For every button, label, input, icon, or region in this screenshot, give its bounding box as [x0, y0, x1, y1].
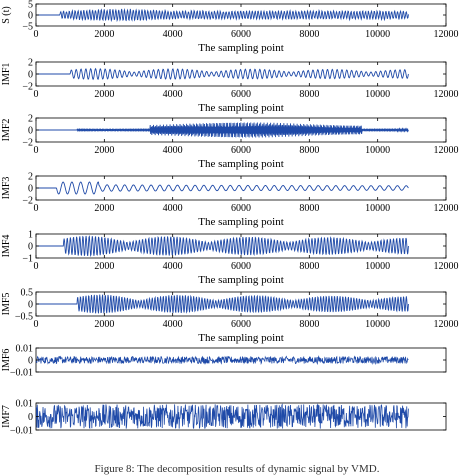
y-tick-label: 0.5 — [21, 288, 34, 299]
series-line — [36, 181, 409, 195]
y-tick-label: −5 — [22, 22, 33, 33]
y-tick-label: −0.01 — [10, 426, 33, 437]
x-tick-label: 10000 — [365, 261, 390, 272]
series-line — [35, 355, 409, 366]
x-tick-label: 10000 — [365, 203, 390, 214]
x-tick-label: 4000 — [163, 203, 183, 214]
x-tick-label: 10000 — [365, 29, 390, 40]
y-tick-label: 2 — [28, 114, 33, 125]
series-line — [36, 294, 409, 314]
y-tick-label: 0 — [28, 70, 33, 81]
y-tick-label: −2 — [22, 82, 33, 93]
y-tick-label: 0.01 — [16, 399, 34, 410]
y-axis-label: IMF1 — [1, 63, 12, 86]
x-tick-label: 2000 — [94, 145, 114, 156]
x-tick-label: 2000 — [94, 203, 114, 214]
x-tick-label: 12000 — [434, 261, 459, 272]
x-tick-label: 6000 — [231, 261, 251, 272]
x-tick-label: 0 — [34, 319, 39, 330]
y-tick-label: 2 — [28, 58, 33, 69]
series-line — [35, 403, 409, 430]
y-axis-label: IMF3 — [1, 177, 12, 200]
x-tick-label: 2000 — [94, 261, 114, 272]
x-axis-label: The sampling point — [198, 274, 284, 286]
x-axis-label: The sampling point — [198, 102, 284, 114]
y-tick-label: 0 — [28, 300, 33, 311]
y-tick-label: 1 — [28, 230, 33, 241]
x-tick-label: 8000 — [299, 145, 319, 156]
series-line — [36, 235, 409, 258]
x-tick-label: 12000 — [434, 203, 459, 214]
y-tick-label: 0 — [28, 11, 33, 22]
x-tick-label: 4000 — [163, 145, 183, 156]
x-tick-label: 6000 — [231, 203, 251, 214]
x-tick-label: 12000 — [434, 145, 459, 156]
x-tick-label: 4000 — [163, 29, 183, 40]
x-tick-label: 8000 — [299, 203, 319, 214]
y-axis-label: IMF2 — [1, 119, 12, 142]
x-tick-label: 0 — [34, 29, 39, 40]
x-tick-label: 4000 — [163, 261, 183, 272]
y-tick-label: −0.01 — [10, 368, 33, 379]
x-tick-label: 4000 — [163, 319, 183, 330]
x-tick-label: 8000 — [299, 261, 319, 272]
y-axis-label: IMF5 — [1, 293, 12, 316]
y-axis-label: S (t) — [1, 6, 12, 24]
panel-imf7: −0.01 0 0.01 IMF7 — [1, 399, 447, 437]
x-tick-label: 0 — [34, 261, 39, 272]
x-tick-label: 10000 — [365, 89, 390, 100]
x-tick-label: 2000 — [94, 89, 114, 100]
x-axis-label: The sampling point — [198, 158, 284, 170]
x-tick-label: 6000 — [231, 89, 251, 100]
x-tick-label: 12000 — [434, 29, 459, 40]
y-tick-label: 0 — [28, 356, 33, 367]
y-tick-label: 2 — [28, 172, 33, 183]
y-axis-label: IMF7 — [1, 405, 12, 428]
y-axis-label: IMF4 — [1, 235, 12, 258]
y-tick-label: 0 — [28, 412, 33, 423]
x-tick-label: 0 — [34, 203, 39, 214]
x-tick-label: 0 — [34, 89, 39, 100]
series-line — [36, 67, 409, 81]
y-tick-label: −1 — [22, 254, 33, 265]
x-tick-label: 6000 — [231, 319, 251, 330]
x-axis-label: The sampling point — [198, 42, 284, 54]
figure-caption: Figure 8: The decomposition results of d… — [94, 463, 380, 475]
x-tick-label: 2000 — [94, 319, 114, 330]
x-tick-label: 10000 — [365, 145, 390, 156]
x-tick-label: 10000 — [365, 319, 390, 330]
x-tick-label: 2000 — [94, 29, 114, 40]
y-tick-label: 0 — [28, 126, 33, 137]
x-axis-label: The sampling point — [198, 332, 284, 344]
x-tick-label: 4000 — [163, 89, 183, 100]
x-tick-label: 12000 — [434, 89, 459, 100]
x-tick-label: 6000 — [231, 145, 251, 156]
y-axis-label: IMF6 — [1, 349, 12, 372]
series-line — [36, 8, 409, 23]
y-tick-label: −0.5 — [15, 312, 33, 323]
y-tick-label: 5 — [28, 0, 33, 11]
x-tick-label: 6000 — [231, 29, 251, 40]
x-tick-label: 8000 — [299, 319, 319, 330]
x-tick-label: 12000 — [434, 319, 459, 330]
x-tick-label: 0 — [34, 145, 39, 156]
y-tick-label: 0 — [28, 184, 33, 195]
x-tick-label: 8000 — [299, 89, 319, 100]
series-line — [36, 122, 409, 138]
y-tick-label: −2 — [22, 138, 33, 149]
x-axis-label: The sampling point — [198, 216, 284, 228]
y-tick-label: 0.01 — [16, 344, 34, 355]
y-tick-label: −2 — [22, 196, 33, 207]
y-tick-label: 0 — [28, 242, 33, 253]
x-tick-label: 8000 — [299, 29, 319, 40]
